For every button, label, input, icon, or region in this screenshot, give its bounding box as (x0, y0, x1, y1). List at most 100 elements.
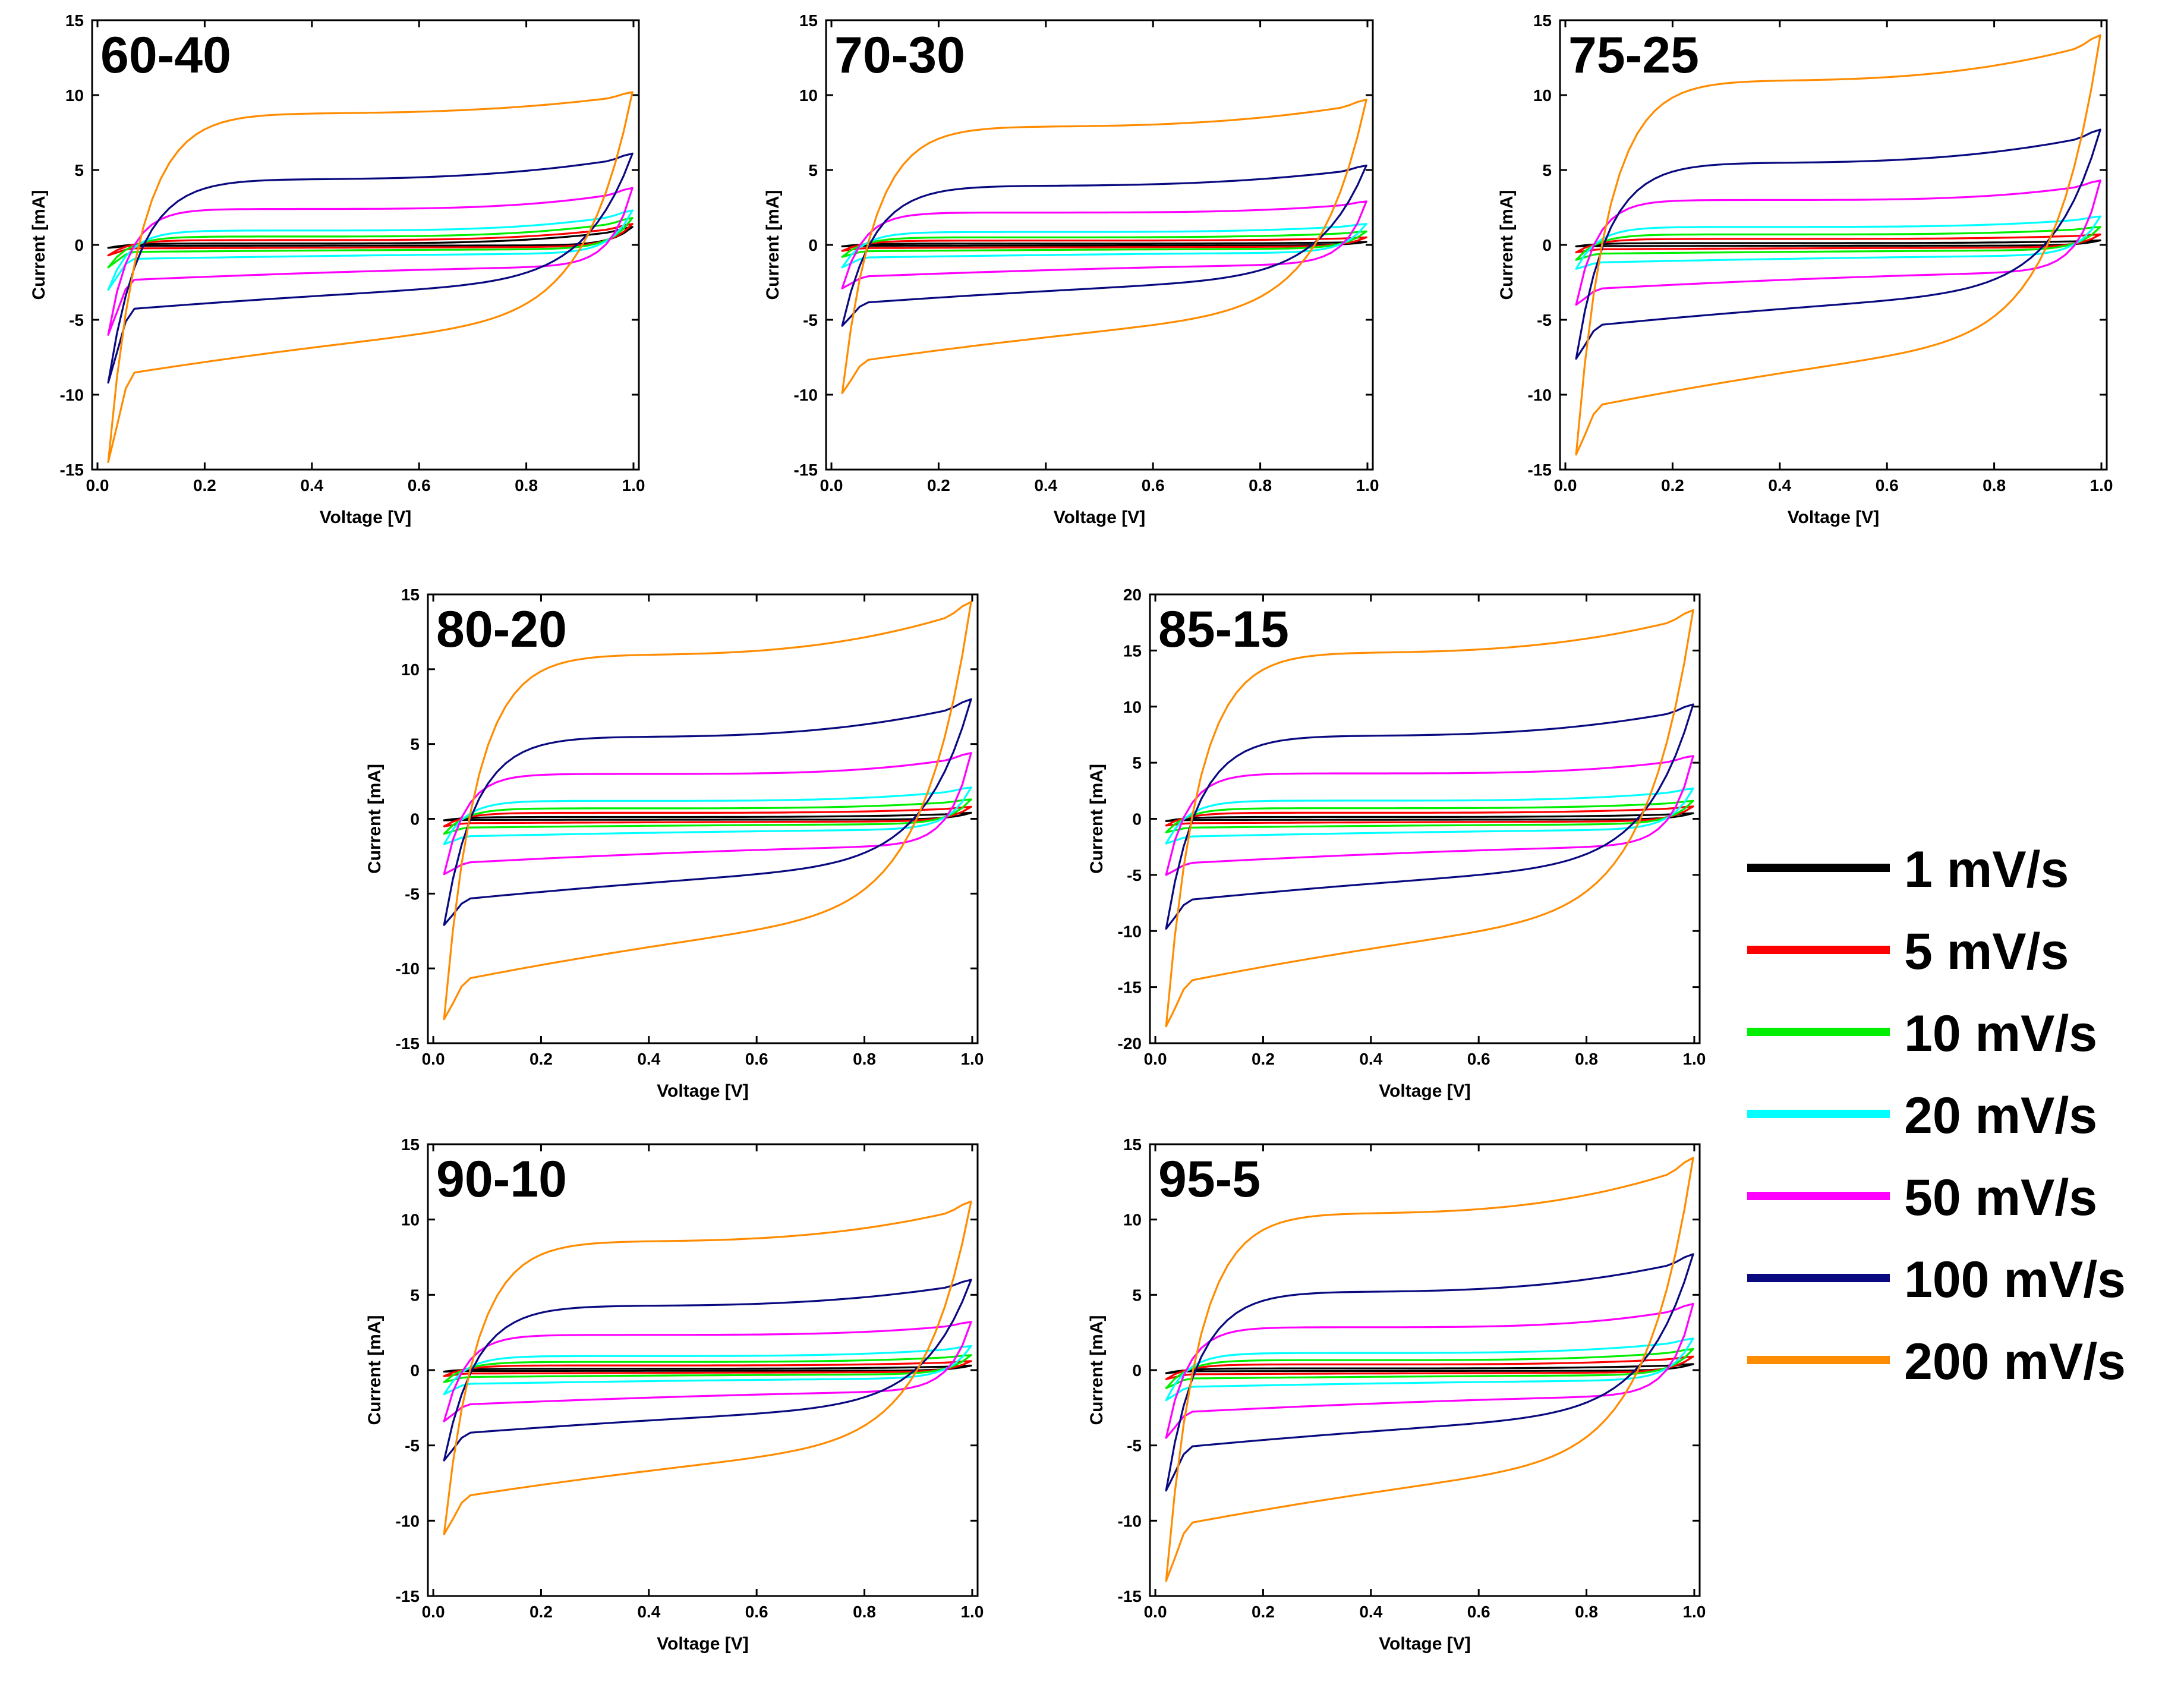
x-tick-label: 0.8 (853, 1603, 876, 1621)
y-tick-label: -10 (60, 386, 84, 404)
cv-trace-200-mv-s (1575, 34, 2101, 456)
legend-label: 200 mV/s (1904, 1333, 2126, 1390)
panel-75-25: 0.0 0.2 0.4 0.6 0.8 1.0 -15 -10 -5 0 5 10 15 Voltage … (1497, 11, 2113, 527)
y-tick-label: -5 (405, 1437, 420, 1455)
cv-trace-5-mv-s (1165, 1355, 1694, 1380)
x-tick-label: 0.6 (1142, 476, 1165, 495)
y-tick-label: -5 (1127, 1437, 1142, 1455)
cv-trace-100-mv-s (107, 152, 634, 384)
cv-trace-50-mv-s (107, 187, 634, 336)
y-tick-label: 5 (410, 735, 420, 754)
panel-80-20: 0.0 0.2 0.4 0.6 0.8 1.0 -15 -10 -5 0 5 10 15 Voltage … (365, 585, 984, 1101)
cv-trace-20-mv-s (1575, 215, 2101, 270)
x-axis-label: Voltage [V] (1379, 1634, 1470, 1654)
x-tick-label: 1.0 (1356, 476, 1379, 495)
legend: 1 mV/s 5 mV/s 10 mV/s 20 mV/s 50 mV/s 100 mV/… (1747, 841, 2126, 1390)
cv-trace-10-mv-s (1165, 799, 1694, 833)
x-tick-label: 0.4 (1034, 476, 1057, 495)
y-tick-label: -10 (1118, 1512, 1142, 1530)
x-tick-label: 0.6 (408, 476, 431, 495)
cv-trace-100-mv-s (1575, 128, 2101, 360)
y-tick-label: -10 (794, 386, 818, 404)
cv-trace-1-mv-s (1575, 239, 2101, 248)
y-tick-label: -15 (794, 461, 818, 479)
y-tick-label: 15 (401, 1135, 420, 1154)
cv-trace-50-mv-s (443, 1321, 972, 1422)
cv-trace-50-mv-s (1575, 180, 2101, 306)
cv-trace-5-mv-s (1575, 233, 2101, 254)
y-tick-label: 10 (1123, 1211, 1142, 1229)
legend-label: 1 mV/s (1904, 841, 2069, 898)
panel-title: 70-30 (834, 27, 965, 84)
y-tick-label: 5 (1132, 1286, 1142, 1304)
x-tick-label: 0.0 (422, 1603, 445, 1621)
y-axis-label: Current [mA] (1497, 190, 1517, 300)
x-tick-label: 0.8 (1983, 476, 2006, 495)
panel-title: 75-25 (1568, 27, 1699, 84)
cv-trace-100-mv-s (1165, 1253, 1694, 1492)
y-tick-label: 0 (1132, 1361, 1142, 1380)
cv-trace-20-mv-s (1165, 787, 1694, 845)
y-tick-label: -15 (1118, 978, 1142, 997)
x-axis-label: Voltage [V] (657, 1634, 748, 1654)
y-tick-label: 20 (1123, 585, 1142, 604)
y-tick-label: 15 (401, 585, 420, 604)
x-tick-label: 0.4 (1359, 1603, 1382, 1621)
y-tick-label: 10 (1123, 698, 1142, 716)
cv-trace-10-mv-s (107, 217, 634, 269)
cv-trace-5-mv-s (1165, 805, 1694, 827)
x-tick-label: 1.0 (960, 1603, 984, 1621)
cv-trace-1-mv-s (841, 241, 1367, 248)
cv-trace-20-mv-s (107, 209, 634, 291)
panel-title: 90-10 (436, 1151, 567, 1208)
x-tick-label: 0.2 (530, 1050, 553, 1068)
x-tick-label: 0.8 (515, 476, 538, 495)
cv-trace-5-mv-s (443, 805, 972, 827)
y-axis-label: Current [mA] (365, 1315, 385, 1425)
y-tick-label: -5 (1537, 311, 1552, 329)
y-tick-label: -15 (60, 461, 84, 479)
y-axis-label: Current [mA] (1087, 764, 1107, 874)
y-tick-label: -15 (1118, 1587, 1142, 1606)
cv-trace-1-mv-s (1165, 1363, 1694, 1374)
panel-title: 60-40 (100, 27, 231, 84)
x-tick-label: 0.6 (1467, 1050, 1490, 1068)
y-tick-label: 10 (401, 660, 420, 679)
x-tick-label: 0.2 (193, 476, 216, 495)
cv-trace-1-mv-s (443, 811, 972, 821)
x-tick-label: 0.8 (1249, 476, 1272, 495)
x-tick-label: 1.0 (622, 476, 645, 495)
x-tick-label: 0.6 (1876, 476, 1899, 495)
y-tick-label: 15 (1123, 641, 1142, 660)
x-tick-label: 0.2 (1252, 1050, 1275, 1068)
panel-title: 95-5 (1158, 1151, 1260, 1208)
y-tick-label: 5 (1542, 161, 1552, 180)
x-tick-label: 0.4 (1359, 1050, 1382, 1068)
y-tick-label: 10 (1533, 86, 1552, 105)
x-tick-label: 0.6 (745, 1603, 768, 1621)
y-axis-label: Current [mA] (1087, 1315, 1107, 1425)
x-tick-label: 1.0 (960, 1050, 984, 1068)
x-tick-label: 0.2 (1661, 476, 1684, 495)
cv-trace-10-mv-s (443, 798, 972, 835)
x-tick-label: 0.8 (1575, 1050, 1598, 1068)
x-axis-label: Voltage [V] (1788, 508, 1879, 527)
cv-trace-200-mv-s (107, 91, 634, 463)
x-tick-label: 0.4 (300, 476, 323, 495)
cv-trace-50-mv-s (841, 200, 1367, 289)
cv-trace-50-mv-s (1165, 755, 1694, 876)
x-tick-label: 0.6 (745, 1050, 768, 1068)
x-axis-label: Voltage [V] (657, 1081, 748, 1101)
cv-trace-200-mv-s (841, 99, 1367, 395)
x-tick-label: 0.4 (637, 1603, 660, 1621)
x-tick-label: 0.2 (530, 1603, 553, 1621)
panel-title: 85-15 (1158, 601, 1289, 658)
panel-85-15: 0.0 0.2 0.4 0.6 0.8 1.0 -20 -15 -10 -5 0 5 10 15 20 Vol… (1087, 585, 1706, 1101)
x-tick-label: 0.4 (1768, 476, 1791, 495)
y-tick-label: 0 (410, 810, 420, 829)
cv-trace-5-mv-s (443, 1360, 972, 1377)
y-tick-label: 10 (799, 86, 818, 105)
x-tick-label: 0.2 (927, 476, 950, 495)
legend-label: 100 mV/s (1904, 1251, 2126, 1308)
